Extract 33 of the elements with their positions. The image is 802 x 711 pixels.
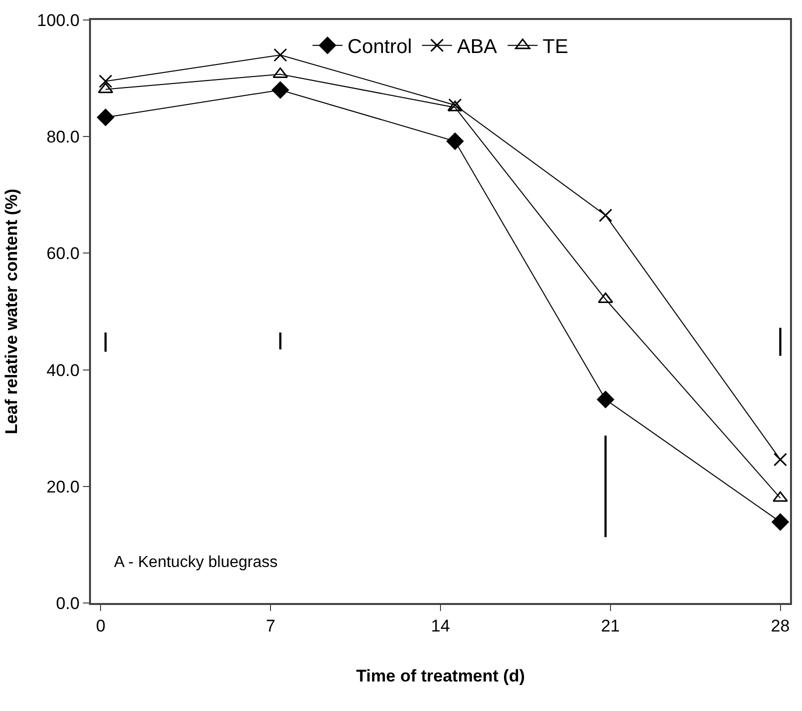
y-tick-label: 80.0	[46, 128, 80, 147]
x-axis-title: Time of treatment (d)	[356, 666, 525, 686]
bar	[604, 436, 607, 538]
point	[772, 491, 788, 502]
bar	[279, 332, 282, 350]
bar	[779, 328, 782, 356]
point	[446, 132, 464, 150]
y-tick-label: 60.0	[46, 244, 80, 264]
x-tick-label: 21	[600, 616, 620, 636]
point	[274, 48, 288, 62]
x-tick-label: 28	[770, 616, 790, 636]
point	[448, 98, 462, 112]
legend-label: Control	[348, 36, 412, 58]
legend-label: TE	[542, 36, 568, 58]
y-tick-label: 0.0	[56, 594, 80, 613]
x-tick-label: 0	[96, 616, 106, 636]
point	[774, 452, 788, 466]
point	[598, 208, 612, 222]
point	[272, 81, 289, 99]
point	[596, 390, 614, 408]
legend-label: ABA	[456, 36, 498, 58]
y-axis-title: Leaf relative water content (%)	[2, 188, 22, 434]
y-tick-label: 100.0	[37, 10, 80, 30]
point	[98, 74, 112, 88]
x-tick-label: 7	[266, 616, 276, 636]
x-tick-label: 14	[431, 616, 450, 636]
point	[272, 67, 288, 78]
y-tick-label: 40.0	[46, 360, 80, 380]
y-tick-label: 20.0	[46, 477, 80, 496]
point	[772, 513, 789, 531]
annotation: A - Kentucky bluegrass	[114, 554, 278, 571]
point	[97, 108, 114, 126]
bar	[104, 332, 107, 352]
